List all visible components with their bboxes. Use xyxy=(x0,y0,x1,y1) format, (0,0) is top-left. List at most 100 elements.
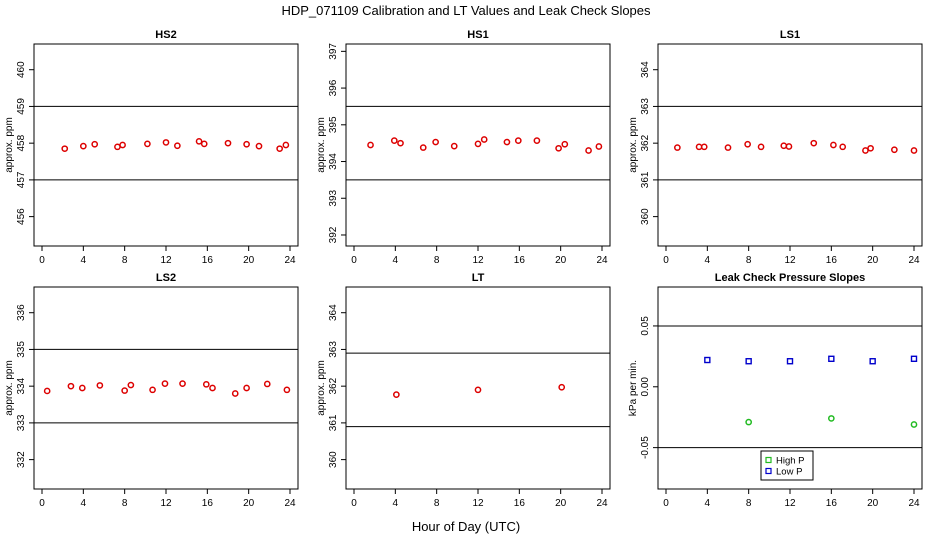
panel-title: LS1 xyxy=(780,29,800,41)
data-point xyxy=(480,136,488,143)
plot-frame xyxy=(345,286,611,490)
y-tick-label: 363 xyxy=(328,341,339,358)
x-tick-label: 4 xyxy=(81,498,87,509)
data-point xyxy=(119,141,126,149)
y-tick-label: 361 xyxy=(640,171,651,188)
panel-title: HS2 xyxy=(155,29,176,41)
y-tick-label: -0.05 xyxy=(640,436,651,459)
data-point xyxy=(867,144,874,152)
plot-frame xyxy=(345,43,611,247)
panel-title: Leak Check Pressure Slopes xyxy=(715,272,865,284)
x-tick-label: 8 xyxy=(434,498,440,509)
data-point xyxy=(910,355,918,362)
data-point xyxy=(785,143,793,150)
x-tick-label: 16 xyxy=(826,255,838,266)
x-tick-label: 16 xyxy=(202,498,214,509)
x-tick-label: 24 xyxy=(908,255,920,266)
x-tick-label: 20 xyxy=(555,255,567,266)
y-tick-label: 364 xyxy=(328,304,339,321)
data-point xyxy=(419,144,427,151)
x-tick-label: 20 xyxy=(867,498,879,509)
data-point xyxy=(61,145,69,153)
y-tick-label: 394 xyxy=(328,153,339,170)
x-tick-label: 16 xyxy=(202,255,214,266)
y-tick-label: 456 xyxy=(16,208,27,225)
data-point xyxy=(839,143,847,151)
y-tick-label: 363 xyxy=(640,98,651,115)
data-point xyxy=(474,140,482,148)
panel-5: LT approx. ppm 0 4 8 12 16 20 24 360 361 362 363 364 xyxy=(316,272,611,509)
panel-1: HS2 approx. ppm 0 4 8 12 16 20 24 456 457 458 459 460 xyxy=(4,29,299,266)
data-point xyxy=(243,140,250,148)
y-axis-label: approx. ppm xyxy=(628,117,639,173)
data-point xyxy=(276,145,284,153)
data-point xyxy=(200,140,208,148)
y-tick-label: 362 xyxy=(640,134,651,151)
data-point xyxy=(96,382,104,389)
y-tick-label: 335 xyxy=(16,341,27,358)
data-point xyxy=(514,137,522,144)
x-tick-label: 4 xyxy=(705,255,711,266)
x-tick-label: 24 xyxy=(596,255,608,266)
x-tick-label: 12 xyxy=(472,498,484,509)
panel-2: HS1 approx. ppm 0 4 8 12 16 20 24 392 393 394 395 396… xyxy=(316,29,611,266)
panel-4: LS2 approx. ppm 0 4 8 12 16 20 24 332 333 334 335 336 xyxy=(4,272,299,509)
x-tick-label: 4 xyxy=(705,498,711,509)
x-tick-label: 24 xyxy=(284,498,296,509)
y-tick-label: 364 xyxy=(640,61,651,78)
y-tick-label: 393 xyxy=(328,189,339,206)
x-tick-label: 16 xyxy=(826,498,838,509)
legend-label: Low P xyxy=(776,467,802,478)
x-tick-label: 8 xyxy=(746,498,752,509)
data-point xyxy=(910,421,918,428)
data-point xyxy=(432,138,439,146)
data-point xyxy=(561,140,569,148)
data-point xyxy=(162,139,170,146)
data-point xyxy=(282,141,290,149)
legend-label: High P xyxy=(776,456,805,467)
data-point xyxy=(704,356,711,364)
y-axis-label: approx. ppm xyxy=(4,360,15,416)
y-tick-label: 460 xyxy=(16,61,27,78)
y-tick-label: 397 xyxy=(328,43,339,60)
x-tick-label: 12 xyxy=(160,498,172,509)
data-point xyxy=(127,381,135,389)
legend-swatch xyxy=(765,456,772,464)
y-tick-label: 360 xyxy=(640,208,651,225)
data-point xyxy=(745,418,753,426)
data-point xyxy=(79,142,87,150)
data-point xyxy=(744,140,751,148)
y-tick-label: 458 xyxy=(16,134,27,151)
x-tick-label: 0 xyxy=(39,255,45,266)
x-tick-label: 12 xyxy=(784,255,796,266)
x-tick-label: 8 xyxy=(122,498,128,509)
x-tick-label: 16 xyxy=(514,498,526,509)
data-point xyxy=(585,147,592,154)
x-tick-label: 0 xyxy=(351,498,357,509)
panel-title: LT xyxy=(472,272,485,284)
y-tick-label: 360 xyxy=(328,451,339,468)
x-tick-label: 24 xyxy=(908,498,920,509)
x-tick-label: 20 xyxy=(243,498,255,509)
data-point xyxy=(43,387,51,395)
page-title: HDP_071109 Calibration and LT Values and… xyxy=(281,3,651,18)
data-point xyxy=(121,387,129,394)
data-point xyxy=(827,415,835,422)
data-point xyxy=(910,147,918,154)
data-point xyxy=(724,144,732,151)
x-tick-label: 20 xyxy=(555,498,567,509)
x-tick-label: 4 xyxy=(393,255,399,266)
page-xlabel: Hour of Day (UTC) xyxy=(412,519,520,534)
y-tick-label: 396 xyxy=(328,79,339,96)
data-point xyxy=(810,139,818,147)
x-tick-label: 8 xyxy=(746,255,752,266)
x-tick-label: 24 xyxy=(284,255,296,266)
panel-6: Leak Check Pressure Slopes kPa per min. 0 4… xyxy=(628,272,923,509)
data-point xyxy=(179,380,186,387)
data-point xyxy=(161,380,169,387)
data-point xyxy=(700,143,708,151)
panel-3: LS1 approx. ppm 0 4 8 12 16 20 24 360 361 362 363 364 xyxy=(628,29,923,266)
data-point xyxy=(869,358,876,365)
y-tick-label: 0.00 xyxy=(640,377,651,397)
